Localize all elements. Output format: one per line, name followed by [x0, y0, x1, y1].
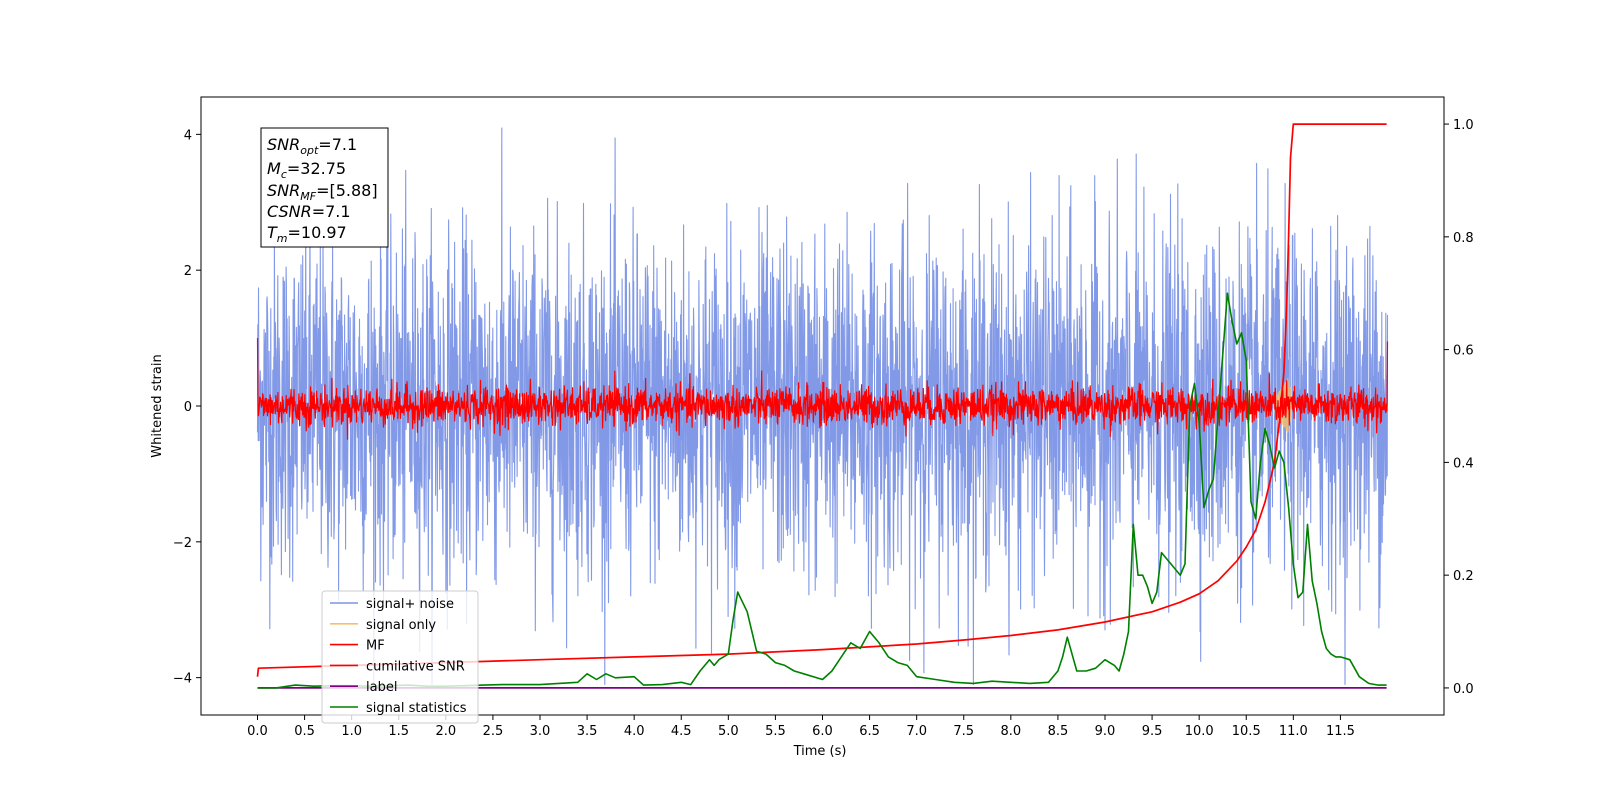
y-tick-label: −2	[173, 536, 192, 551]
y2-tick-label: 0.8	[1453, 231, 1474, 246]
x-tick-label: 9.0	[1095, 724, 1116, 739]
x-tick-label: 3.5	[577, 724, 598, 739]
x-tick-label: 0.0	[247, 724, 268, 739]
legend-label-mf: MF	[366, 639, 385, 654]
annotation-snr-mf: SNRMF=[5.88]	[267, 181, 378, 203]
y2-tick-label: 0.6	[1453, 344, 1474, 359]
y-tick-label: 2	[184, 264, 192, 279]
x-tick-label: 11.0	[1279, 724, 1308, 739]
x-tick-label: 6.5	[859, 724, 880, 739]
x-tick-label: 4.5	[671, 724, 692, 739]
annotation-csnr: CSNR=7.1	[267, 202, 351, 221]
x-tick-label: 7.0	[906, 724, 927, 739]
series-signal-statistics	[257, 292, 1387, 689]
y-tick-label: −4	[173, 672, 192, 687]
x-tick-label: 0.5	[294, 724, 315, 739]
x-tick-label: 10.5	[1232, 724, 1261, 739]
x-tick-label: 8.5	[1048, 724, 1069, 739]
y-axis-left: −4 −2 0 2 4	[173, 128, 201, 687]
x-tick-label: 1.0	[341, 724, 362, 739]
x-tick-label: 5.0	[718, 724, 739, 739]
legend-label-signal-statistics: signal statistics	[366, 701, 467, 716]
x-tick-label: 7.5	[953, 724, 974, 739]
series-mf	[256, 338, 1389, 440]
legend-label-signal-noise: signal+ noise	[366, 597, 454, 612]
series-signal-noise	[256, 127, 1389, 685]
legend: signal+ noise signal only MF cumilative SNR…	[321, 590, 479, 724]
y2-tick-label: 0.4	[1453, 456, 1474, 471]
x-tick-label: 6.0	[812, 724, 833, 739]
x-tick-label: 3.0	[530, 724, 551, 739]
x-tick-label: 2.5	[483, 724, 504, 739]
legend-frame	[321, 590, 479, 724]
y-axis-right: 0.0 0.2 0.4 0.6 0.8 1.0	[1444, 118, 1474, 697]
x-tick-label: 8.0	[1000, 724, 1021, 739]
series-cumilative-snr	[256, 123, 1387, 677]
y2-tick-label: 0.2	[1453, 569, 1474, 584]
annotation-tm: Tm=10.97	[267, 223, 347, 245]
y-tick-label: 0	[184, 400, 192, 415]
annotation-frame	[260, 127, 389, 248]
y-axis-label: Whitened strain	[150, 354, 165, 457]
legend-label-signal-only: signal only	[366, 618, 436, 633]
x-axis-label: Time (s)	[793, 744, 847, 759]
y-tick-label: 4	[184, 128, 192, 143]
annotation-box: SNRopt=7.1 Mc=32.75 SNRMF=[5.88] CSNR=7.…	[260, 127, 389, 248]
annotation-mc: Mc=32.75	[267, 159, 346, 181]
y2-tick-label: 1.0	[1453, 118, 1474, 133]
x-tick-label: 10.0	[1185, 724, 1214, 739]
x-tick-label: 4.0	[624, 724, 645, 739]
x-tick-label: 1.5	[388, 724, 409, 739]
annotation-snr-opt: SNRopt=7.1	[267, 135, 357, 157]
y2-tick-label: 0.0	[1453, 682, 1474, 697]
x-axis: 0.0 0.5 1.0 1.5 2.0 2.5 3.0 3.5 4.0 4.5 5.0 5.5 6.0 6…	[247, 715, 1355, 739]
x-tick-label: 11.5	[1326, 724, 1355, 739]
legend-label-label: label	[366, 680, 397, 695]
legend-label-cumilative-snr: cumilative SNR	[366, 659, 465, 674]
x-tick-label: 5.5	[765, 724, 786, 739]
series-layer	[256, 123, 1389, 689]
x-tick-label: 2.0	[435, 724, 456, 739]
x-tick-label: 9.5	[1142, 724, 1163, 739]
